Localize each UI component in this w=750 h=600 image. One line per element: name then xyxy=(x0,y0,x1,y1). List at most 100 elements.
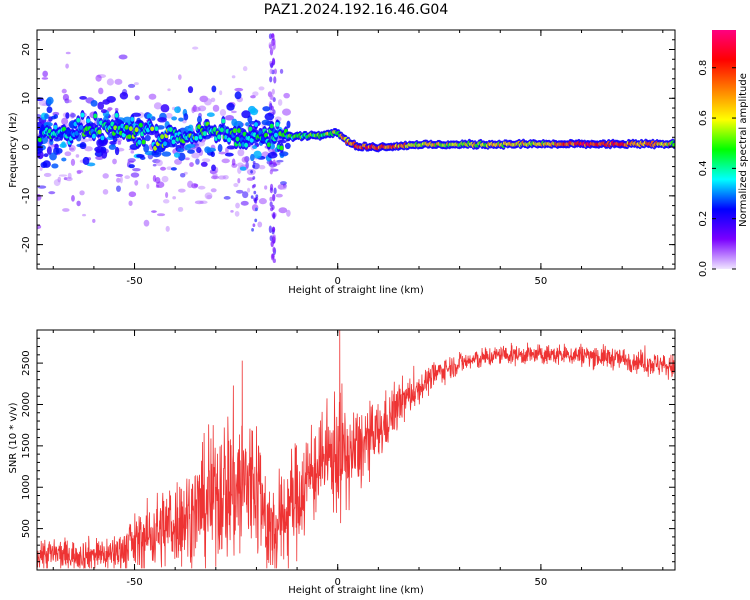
spectral-noise-blob xyxy=(165,112,173,119)
ridge-core xyxy=(93,113,98,119)
spectral-cloud-blob xyxy=(206,112,215,117)
ridge-core xyxy=(127,134,132,140)
x-tick-label: 0 xyxy=(335,577,341,588)
ridge-core xyxy=(76,117,81,123)
y-tick-label: 500 xyxy=(21,519,32,538)
spectral-noise-blob xyxy=(92,218,96,223)
colorbar-ticks: 0.0 0.2 0.4 0.6 0.8 xyxy=(698,60,736,277)
spectral-streak-blob xyxy=(268,225,272,234)
spectral-noise-blob xyxy=(127,158,136,163)
spectral-noise-blob xyxy=(197,140,206,147)
spectral-noise-blob xyxy=(70,158,76,166)
spectral-noise-blob xyxy=(242,191,249,199)
spectral-cloud-blob xyxy=(200,161,208,167)
spectral-noise-blob xyxy=(242,66,248,72)
ridge-core xyxy=(150,126,155,132)
spectral-noise-blob xyxy=(156,181,165,189)
spectral-noise-blob xyxy=(264,185,268,190)
ridge-core xyxy=(275,121,280,127)
x-tick-label: 0 xyxy=(335,276,341,287)
spectral-cloud-blob xyxy=(82,156,90,165)
ridge-core xyxy=(227,137,232,143)
spectral-noise-blob xyxy=(152,174,157,182)
snr-panel: -50 0 50 500 1000 1500 2000 2500 Height of stra… xyxy=(8,329,676,596)
spectral-streak-blob xyxy=(252,223,256,228)
ridge-core xyxy=(91,133,96,139)
spectral-cloud-blob xyxy=(210,151,215,158)
ridge-core xyxy=(168,127,173,132)
spectral-streak-blob xyxy=(271,88,275,95)
spectral-streak-blob xyxy=(255,207,258,212)
ridge-core xyxy=(236,128,241,133)
spectral-streak-blob xyxy=(272,159,276,167)
colorbar-tick-label: 0.0 xyxy=(698,261,709,277)
spectral-noise-blob xyxy=(258,86,265,91)
ridge-core xyxy=(221,118,226,124)
spectral-cloud-blob xyxy=(79,142,87,150)
ridge-core xyxy=(134,127,139,133)
spectral-streak-blob xyxy=(269,76,273,83)
spectral-cloud-blob xyxy=(239,166,247,171)
spectral-cloud-blob xyxy=(211,164,216,172)
spectral-noise-blob xyxy=(210,97,216,103)
spectral-streak-blob xyxy=(269,68,273,75)
spectral-streak-blob xyxy=(251,228,254,232)
spectral-noise-blob xyxy=(114,107,119,112)
spectral-streak-blob xyxy=(271,253,275,259)
spectrogram-panel: -50 0 50 -20 -10 0 10 20 Height of straight lin… xyxy=(8,29,676,296)
spectral-noise-blob xyxy=(167,88,171,92)
spectral-noise-blob xyxy=(234,87,244,92)
colorbar-tick-label: 0.2 xyxy=(698,211,709,227)
spectral-noise-blob xyxy=(237,149,245,157)
spectral-noise-blob xyxy=(221,158,230,164)
spectral-noise-blob xyxy=(276,159,284,163)
spectral-cloud-blob xyxy=(160,104,170,113)
spectral-noise-blob xyxy=(231,158,236,166)
spectral-cloud-blob xyxy=(211,85,217,93)
spectrogram-x-axis-label: Height of straight line (km) xyxy=(288,285,424,296)
spectral-noise-blob xyxy=(112,158,117,165)
spectral-noise-blob xyxy=(115,173,124,178)
ridge-core xyxy=(86,118,91,124)
snr-ticks: -50 0 50 500 1000 1500 2000 2500 xyxy=(21,330,675,588)
ridge-core xyxy=(80,112,85,118)
y-tick-label: -10 xyxy=(21,188,32,204)
spectral-cloud-blob xyxy=(157,117,168,123)
ridge-core xyxy=(672,143,675,148)
spectral-noise-blob xyxy=(71,194,75,202)
spectral-cloud-blob xyxy=(61,141,66,148)
spectral-noise-blob xyxy=(128,191,137,198)
spectral-noise-blob xyxy=(62,93,70,102)
spectral-noise-blob xyxy=(189,162,194,167)
spectral-streak-blob xyxy=(250,195,254,199)
spectral-noise-blob xyxy=(218,151,226,155)
colorbar: 0.0 0.2 0.4 0.6 0.8 Normalized spectral ampl… xyxy=(698,30,749,277)
spectral-cloud-blob xyxy=(226,102,235,111)
spectral-cloud-blob xyxy=(128,164,135,169)
ridge-core xyxy=(232,128,237,134)
spectral-noise-blob xyxy=(187,180,194,189)
spectral-cloud-blob xyxy=(284,142,291,150)
spectral-noise-blob xyxy=(282,108,291,116)
ridge-core xyxy=(137,139,142,145)
ridge-core xyxy=(53,124,58,130)
spectral-noise-blob xyxy=(241,156,249,163)
spectral-streak-blob xyxy=(273,76,277,84)
x-tick-label: 50 xyxy=(535,276,548,287)
spectral-noise-blob xyxy=(65,51,71,55)
spectral-streak-blob xyxy=(270,47,274,52)
spectral-noise-blob xyxy=(223,196,231,200)
spectral-cloud-blob xyxy=(178,117,184,122)
spectral-noise-blob xyxy=(117,141,122,145)
spectral-noise-blob xyxy=(119,176,123,184)
spectral-noise-blob xyxy=(193,183,199,188)
spectral-streak-blob xyxy=(269,93,273,100)
spectral-streak-blob xyxy=(253,190,257,195)
ridge-core xyxy=(194,135,199,141)
spectral-noise-blob xyxy=(161,175,169,183)
spectral-streak-blob xyxy=(272,212,276,220)
spectral-streak-blob xyxy=(270,62,274,69)
spectral-noise-blob xyxy=(246,177,254,181)
spectral-streak-blob xyxy=(272,193,276,202)
